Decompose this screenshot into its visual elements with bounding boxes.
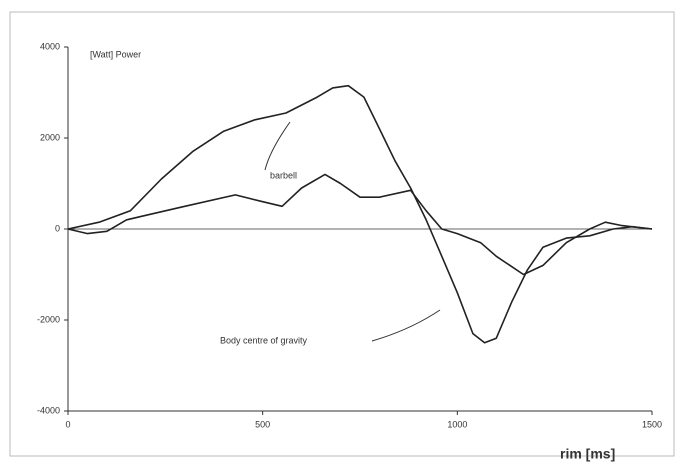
y-tick-label: 0 (55, 223, 60, 233)
frame (9, 11, 675, 457)
y-axis-label: [Watt] Power (90, 49, 141, 59)
x-tick-label: 500 (255, 419, 270, 429)
annotation: barbell (270, 170, 297, 180)
annotation: Body centre of gravity (220, 335, 308, 345)
y-tick-label: 4000 (40, 41, 60, 51)
annotation-leader (264, 121, 291, 171)
x-axis-label: rim [ms] (560, 446, 615, 462)
x-tick-label: 0 (65, 419, 70, 429)
x-tick-label: 1500 (642, 419, 662, 429)
y-tick-label: -2000 (37, 314, 60, 324)
series-line (67, 173, 653, 276)
x-tick-label: 1000 (447, 419, 467, 429)
y-tick-label: 2000 (40, 132, 60, 142)
series-line (67, 84, 653, 344)
annotation-leader (371, 309, 441, 342)
y-tick-label: -4000 (37, 405, 60, 415)
